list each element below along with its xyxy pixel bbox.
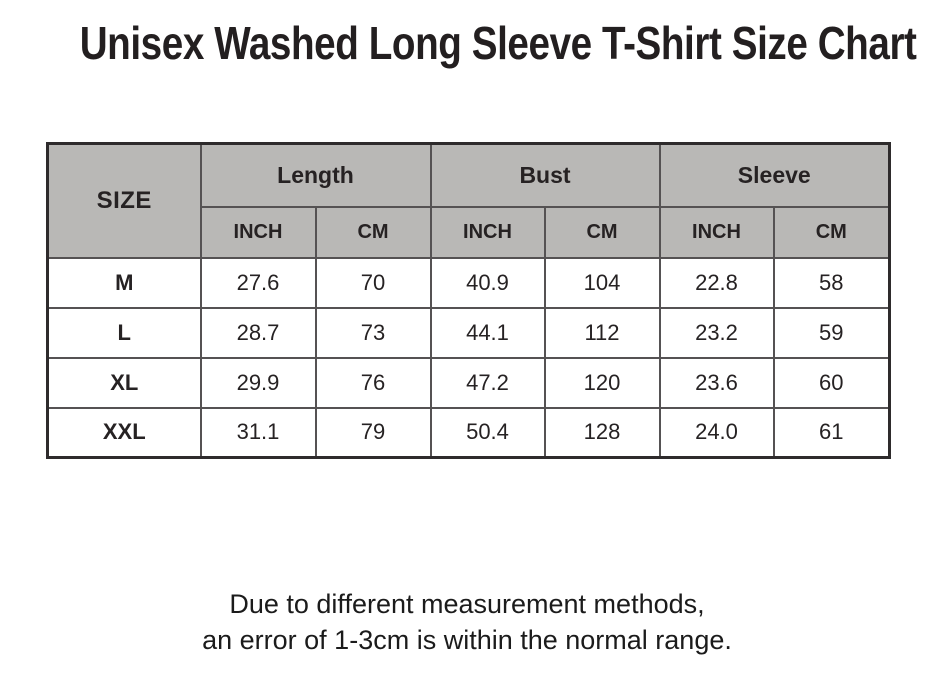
table-row: XL 29.9 76 47.2 120 23.6 60 bbox=[46, 356, 891, 409]
measurement-note-line1: Due to different measurement methods, bbox=[229, 589, 705, 619]
cell-length-cm: 73 bbox=[314, 306, 432, 359]
cell-length-inch: 27.6 bbox=[199, 256, 317, 309]
column-header-size: SIZE bbox=[46, 142, 202, 259]
cell-bust-inch: 47.2 bbox=[429, 356, 546, 409]
size-chart-table: SIZE Length Bust Sleeve INCH CM INCH CM … bbox=[46, 142, 891, 459]
cell-length-inch: 28.7 bbox=[199, 306, 317, 359]
table-row: XXL 31.1 79 50.4 128 24.0 61 bbox=[46, 406, 891, 459]
cell-sleeve-inch: 24.0 bbox=[658, 406, 775, 459]
column-group-sleeve: Sleeve bbox=[658, 142, 891, 208]
measurement-note: Due to different measurement methods, an… bbox=[0, 586, 934, 658]
cell-bust-inch: 44.1 bbox=[429, 306, 546, 359]
column-group-bust: Bust bbox=[429, 142, 661, 208]
row-size-label: M bbox=[46, 256, 202, 309]
measurement-note-line2: an error of 1-3cm is within the normal r… bbox=[202, 625, 732, 655]
cell-length-inch: 29.9 bbox=[199, 356, 317, 409]
page-title: Unisex Washed Long Sleeve T-Shirt Size C… bbox=[0, 16, 934, 70]
column-header-bust-cm: CM bbox=[543, 205, 661, 259]
page-title-text: Unisex Washed Long Sleeve T-Shirt Size C… bbox=[79, 17, 917, 69]
column-header-length-inch: INCH bbox=[199, 205, 317, 259]
table-row: L 28.7 73 44.1 112 23.2 59 bbox=[46, 306, 891, 359]
column-header-sleeve-cm: CM bbox=[772, 205, 891, 259]
column-group-length: Length bbox=[199, 142, 432, 208]
cell-length-cm: 79 bbox=[314, 406, 432, 459]
cell-sleeve-cm: 59 bbox=[772, 306, 891, 359]
cell-bust-cm: 128 bbox=[543, 406, 661, 459]
table-header-group-row: SIZE Length Bust Sleeve bbox=[46, 142, 891, 259]
cell-length-cm: 70 bbox=[314, 256, 432, 309]
table-header-unit-row: INCH CM INCH CM INCH CM bbox=[48, 205, 891, 259]
column-header-bust-inch: INCH bbox=[429, 205, 546, 259]
row-size-label: XXL bbox=[46, 406, 202, 459]
row-size-label: XL bbox=[46, 356, 202, 409]
cell-bust-cm: 120 bbox=[543, 356, 661, 409]
cell-length-inch: 31.1 bbox=[199, 406, 317, 459]
cell-sleeve-cm: 61 bbox=[772, 406, 891, 459]
cell-length-cm: 76 bbox=[314, 356, 432, 409]
cell-sleeve-inch: 23.2 bbox=[658, 306, 775, 359]
cell-bust-cm: 112 bbox=[543, 306, 661, 359]
column-header-sleeve-inch: INCH bbox=[658, 205, 775, 259]
cell-bust-inch: 50.4 bbox=[429, 406, 546, 459]
cell-bust-inch: 40.9 bbox=[429, 256, 546, 309]
table-row: M 27.6 70 40.9 104 22.8 58 bbox=[46, 256, 891, 309]
cell-sleeve-inch: 22.8 bbox=[658, 256, 775, 309]
row-size-label: L bbox=[46, 306, 202, 359]
cell-sleeve-cm: 58 bbox=[772, 256, 891, 309]
column-header-length-cm: CM bbox=[314, 205, 432, 259]
cell-sleeve-inch: 23.6 bbox=[658, 356, 775, 409]
cell-bust-cm: 104 bbox=[543, 256, 661, 309]
cell-sleeve-cm: 60 bbox=[772, 356, 891, 409]
